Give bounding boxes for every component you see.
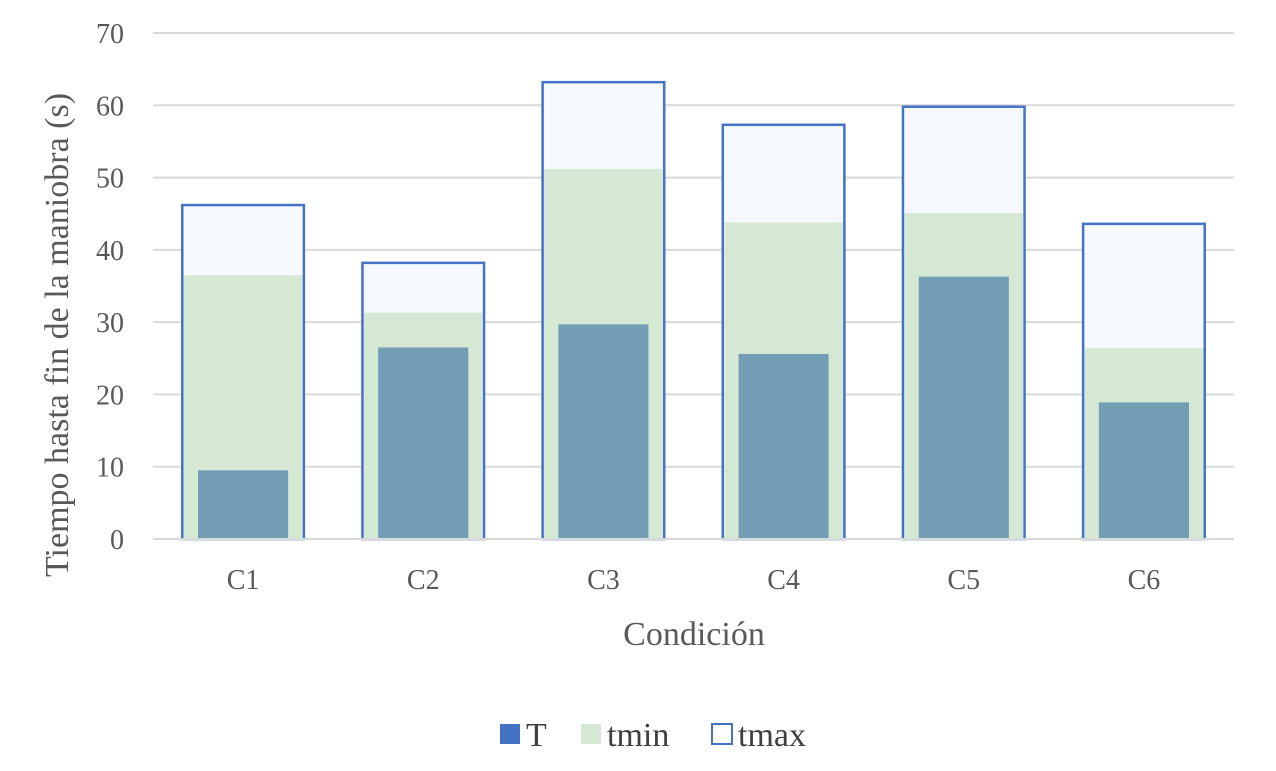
y-tick-label: 70 <box>96 19 124 50</box>
legend-swatch-T <box>500 724 520 744</box>
bar-t-c6 <box>1098 402 1189 539</box>
y-tick-label: 10 <box>96 453 124 484</box>
legend-label-T: T <box>526 717 547 754</box>
bar-t-c2 <box>378 347 469 539</box>
gridlines <box>153 32 1234 468</box>
y-tick-label: 30 <box>96 308 124 339</box>
bar-t-c3 <box>558 324 649 539</box>
bar-t-c4 <box>738 353 829 539</box>
bar-t-c1 <box>198 470 289 539</box>
y-tick-label: 20 <box>96 380 124 411</box>
x-tick-label: C3 <box>587 565 620 596</box>
bar-t-c5 <box>918 276 1009 539</box>
bars <box>181 80 1206 541</box>
legend-swatch-tmax <box>711 723 733 745</box>
legend-label-tmax: tmax <box>738 717 806 754</box>
y-tick-label: 40 <box>96 236 124 267</box>
x-tick-label: C5 <box>947 565 980 596</box>
x-tick-label: C2 <box>407 565 440 596</box>
y-tick-label: 50 <box>96 164 124 195</box>
x-tick-label: C1 <box>227 565 260 596</box>
legend-label-tmin: tmin <box>607 717 669 754</box>
x-axis-title: Condición <box>623 616 765 653</box>
axes: 0 10 20 30 40 50 60 70 C1 C2 C3 C4 C5 C6 <box>96 19 1234 596</box>
y-tick-label: 60 <box>96 91 124 122</box>
y-axis-title: Tiempo hasta fin de la maniobra (s) <box>39 93 76 577</box>
y-tick-label: 0 <box>110 525 124 556</box>
legend-swatch-tmin <box>581 724 601 744</box>
x-tick-label: C6 <box>1128 565 1161 596</box>
x-tick-label: C4 <box>767 565 800 596</box>
